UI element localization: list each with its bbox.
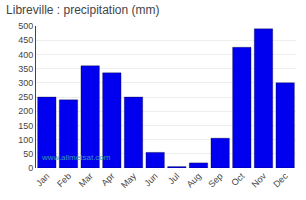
svg-text:350: 350 [18, 64, 33, 74]
svg-text:Dec: Dec [271, 171, 290, 190]
svg-text:200: 200 [18, 106, 33, 116]
svg-text:400: 400 [18, 50, 33, 60]
svg-text:100: 100 [18, 135, 33, 145]
svg-text:Nov: Nov [250, 171, 269, 190]
svg-text:Feb: Feb [55, 171, 73, 189]
svg-text:Oct: Oct [229, 171, 246, 188]
svg-text:Apr: Apr [99, 171, 116, 188]
svg-text:50: 50 [23, 149, 33, 159]
svg-text:www.allmetsat.com: www.allmetsat.com [41, 153, 111, 162]
svg-text:500: 500 [18, 21, 33, 31]
svg-text:150: 150 [18, 121, 33, 131]
svg-text:Aug: Aug [185, 171, 203, 189]
svg-text:0: 0 [28, 163, 33, 173]
svg-text:Libreville : precipitation (mm: Libreville : precipitation (mm) [6, 3, 159, 17]
svg-text:Sep: Sep [206, 171, 224, 189]
svg-text:Jul: Jul [166, 171, 181, 186]
svg-text:Mar: Mar [77, 171, 95, 189]
svg-text:Jan: Jan [34, 171, 51, 188]
svg-text:300: 300 [18, 78, 33, 88]
svg-text:Jun: Jun [142, 171, 159, 188]
svg-text:May: May [119, 171, 138, 190]
svg-text:250: 250 [18, 92, 33, 102]
svg-text:450: 450 [18, 35, 33, 45]
